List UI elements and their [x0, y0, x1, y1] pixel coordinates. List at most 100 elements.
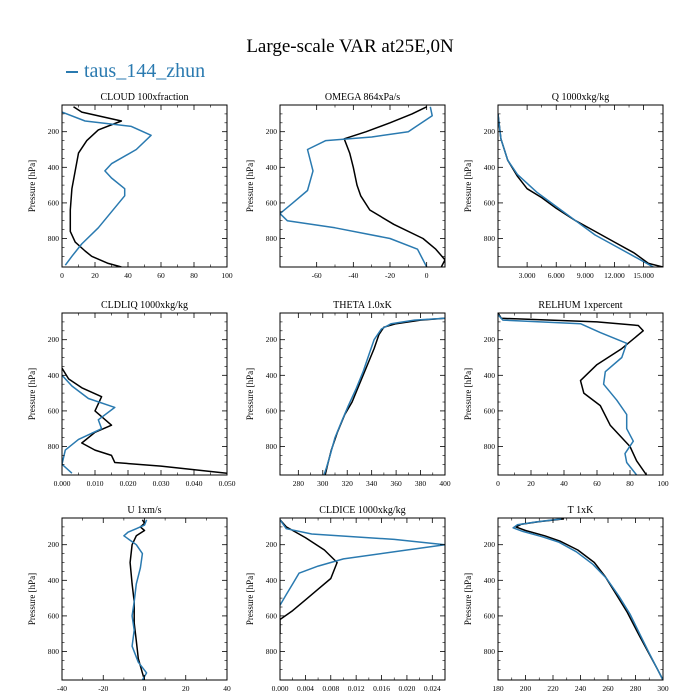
- x-tick-label: 0.024: [424, 684, 441, 693]
- series-line-taus_144_zhun: [280, 106, 433, 267]
- panel-title: T 1xK: [568, 505, 594, 516]
- legend-swatch: [66, 71, 78, 74]
- x-tick-label: 200: [520, 684, 532, 693]
- x-tick-label: 340: [366, 479, 378, 488]
- series-line-taus_144_zhun: [498, 113, 654, 267]
- panel-title: Q 1000xkg/kg: [552, 92, 610, 103]
- plot-frame: [61, 104, 228, 268]
- plot-frame: [61, 517, 228, 681]
- plot-frame: [279, 517, 446, 681]
- y-tick-label: 400: [48, 576, 60, 585]
- x-tick-label: 300: [317, 479, 329, 488]
- legend: taus_144_zhun: [66, 60, 205, 83]
- y-axis-label: Pressure [hPa]: [245, 368, 255, 420]
- x-tick-label: 0: [143, 684, 147, 693]
- x-tick-label: 0.004: [297, 684, 314, 693]
- x-tick-label: 80: [626, 479, 634, 488]
- y-tick-label: 400: [48, 163, 60, 172]
- series-line-control: [62, 367, 227, 474]
- y-axis-label: Pressure [hPa]: [27, 160, 37, 212]
- y-tick-label: 400: [48, 371, 60, 380]
- x-tick-label: 360: [390, 479, 402, 488]
- y-axis-label: Pressure [hPa]: [27, 573, 37, 625]
- x-tick-label: 12.000: [604, 271, 625, 280]
- x-tick-label: 40: [124, 271, 132, 280]
- series-line-control: [498, 313, 648, 475]
- y-tick-label: 200: [266, 127, 278, 136]
- panel-title: CLDLIQ 1000xkg/kg: [101, 300, 188, 311]
- series-line-taus_144_zhun: [123, 519, 148, 680]
- panel-3: Q 1000xkg/kg 200 400 600 800 Pressure [hPa] 3.…: [463, 92, 664, 280]
- x-tick-label: 20: [91, 271, 99, 280]
- panel-title: OMEGA 864xPa/s: [325, 92, 400, 103]
- series-line-control: [498, 113, 663, 267]
- x-tick-label: 0.030: [153, 479, 170, 488]
- plot-frame: [497, 312, 664, 476]
- series-line-taus_144_zhun: [323, 317, 445, 475]
- y-tick-label: 800: [266, 647, 278, 656]
- x-tick-label: 0.016: [373, 684, 390, 693]
- y-tick-label: 800: [484, 234, 496, 243]
- x-tick-label: -40: [348, 271, 358, 280]
- y-tick-label: 400: [484, 371, 496, 380]
- x-tick-label: 280: [630, 684, 642, 693]
- series-line-control: [129, 519, 146, 680]
- x-tick-label: 40: [560, 479, 568, 488]
- y-tick-label: 600: [48, 406, 60, 415]
- figure-title: Large-scale VAR at25E,0N: [246, 36, 454, 57]
- y-tick-label: 400: [266, 371, 278, 380]
- x-tick-label: 0: [60, 271, 64, 280]
- x-tick-label: -60: [312, 271, 322, 280]
- y-tick-label: 800: [484, 647, 496, 656]
- y-tick-label: 800: [48, 442, 60, 451]
- plot-frame: [279, 312, 446, 476]
- y-tick-label: 800: [266, 234, 278, 243]
- y-tick-label: 800: [48, 234, 60, 243]
- series-line-taus_144_zhun: [498, 314, 638, 475]
- x-tick-label: 0.010: [87, 479, 104, 488]
- x-tick-label: 20: [182, 684, 190, 693]
- y-axis-label: Pressure [hPa]: [245, 160, 255, 212]
- x-tick-label: 400: [439, 479, 451, 488]
- panel-7: U 1xm/s 200 400 600 800 Pressure [hPa] -40 -20 0…: [27, 505, 231, 693]
- x-tick-label: 40: [223, 684, 231, 693]
- y-tick-label: 800: [48, 647, 60, 656]
- y-tick-label: 200: [266, 540, 278, 549]
- panel-title: THETA 1.0xK: [333, 300, 392, 311]
- series-line-control: [69, 106, 123, 267]
- x-tick-label: -40: [57, 684, 67, 693]
- x-tick-label: 20: [527, 479, 535, 488]
- plot-frame: [497, 104, 664, 268]
- x-tick-label: 9.000: [577, 271, 594, 280]
- x-tick-label: 100: [657, 479, 669, 488]
- y-axis-label: Pressure [hPa]: [463, 160, 473, 212]
- series-line-taus_144_zhun: [62, 111, 152, 266]
- plot-frame: [61, 312, 228, 476]
- panel-9: T 1xK 200 400 600 800 Pressure [hPa] 180 200 220…: [463, 505, 669, 693]
- series-line-control: [324, 317, 445, 475]
- x-tick-label: 0.012: [348, 684, 365, 693]
- series-line-taus_144_zhun: [512, 518, 663, 680]
- x-tick-label: 0.000: [54, 479, 71, 488]
- y-tick-label: 600: [266, 611, 278, 620]
- panel-2: OMEGA 864xPa/s 200 400 600 800 Pressure [hPa]…: [245, 92, 446, 280]
- x-tick-label: 220: [547, 684, 559, 693]
- x-tick-label: 180: [492, 684, 504, 693]
- y-tick-label: 600: [48, 611, 60, 620]
- x-tick-label: 0.008: [322, 684, 339, 693]
- x-tick-label: 0.000: [272, 684, 289, 693]
- x-tick-label: 0: [496, 479, 500, 488]
- series-line-taus_144_zhun: [62, 374, 116, 474]
- y-tick-label: 400: [484, 163, 496, 172]
- panel-4: CLDLIQ 1000xkg/kg 200 400 600 800 Pressure [h…: [27, 300, 236, 488]
- panel-title: CLDICE 1000xkg/kg: [319, 505, 405, 516]
- y-tick-label: 600: [266, 198, 278, 207]
- x-tick-label: 240: [575, 684, 587, 693]
- x-tick-label: 300: [657, 684, 669, 693]
- y-tick-label: 200: [484, 540, 496, 549]
- y-tick-label: 600: [484, 198, 496, 207]
- x-tick-label: 15.000: [633, 271, 654, 280]
